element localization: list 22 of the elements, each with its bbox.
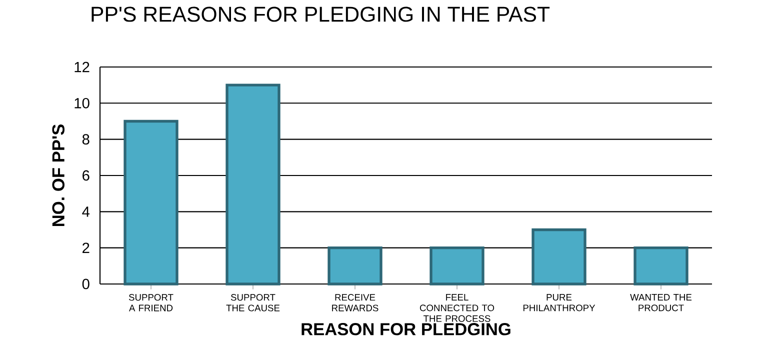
bar [124,120,178,286]
x-tick-label: WANTED THE PRODUCT [630,294,692,312]
x-tick-label: PURE PHILANTHROPY [523,294,596,312]
x-axis-title: REASON FOR PLEDGING [302,323,510,336]
chart-title: PP'S REASONS FOR PLEDGING IN THE PAST [92,6,550,22]
bar [328,246,382,286]
bar [532,228,586,286]
bar [430,246,484,286]
y-tick-label: 2 [82,242,90,253]
x-tick-label: RECEIVE REWARDS [332,294,378,312]
y-tick-label: 4 [82,206,90,217]
x-tick-label: FEEL CONNECTED TO THE PROCESS [420,294,494,322]
bar [634,246,688,286]
y-tick-label: 6 [82,170,90,181]
y-axis-title: NO. OF PP'S [52,124,64,226]
y-tick-label: 10 [74,98,90,108]
x-tick-label: SUPPORT THE CAUSE [226,294,280,312]
y-tick-label: 12 [74,62,90,72]
y-tick-label: 8 [82,134,90,145]
x-tick-label: SUPPORT A FRIEND [128,294,174,312]
y-tick-label: 0 [82,278,90,290]
bar [226,84,280,286]
